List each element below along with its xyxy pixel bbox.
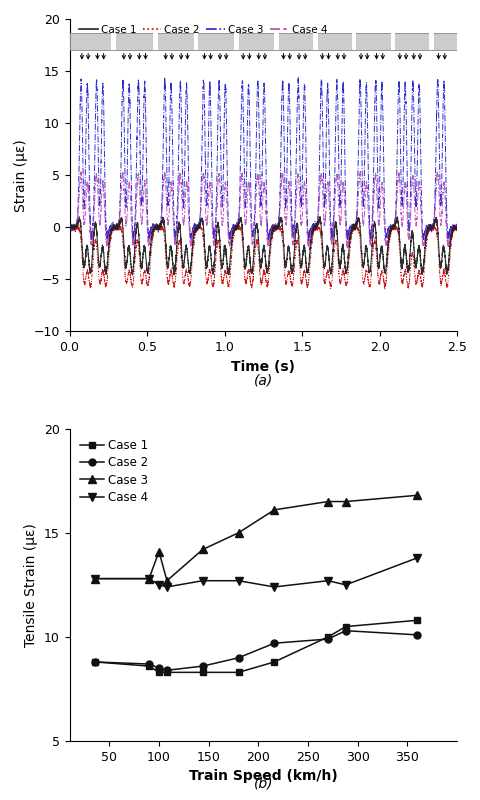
Y-axis label: Strain (με): Strain (με) <box>14 138 28 211</box>
Legend: Case 1, Case 2, Case 3, Case 4: Case 1, Case 2, Case 3, Case 4 <box>74 21 331 39</box>
Bar <box>193 34 198 50</box>
Case 3 <box>271 505 276 514</box>
Legend: Case 1, Case 2, Case 3, Case 4: Case 1, Case 2, Case 3, Case 4 <box>75 434 153 508</box>
Case 3 <box>146 574 152 583</box>
X-axis label: Time (s): Time (s) <box>231 360 295 374</box>
Case 2 <box>146 659 152 669</box>
Bar <box>111 34 116 50</box>
Case 3 <box>342 497 348 506</box>
Case 1 <box>156 667 162 677</box>
Case 4 <box>92 574 98 583</box>
Y-axis label: Tensile Strain (με): Tensile Strain (με) <box>24 523 38 647</box>
Case 4 <box>271 582 276 592</box>
Bar <box>153 34 157 50</box>
Case 3 <box>235 528 241 538</box>
Case 4 <box>414 553 420 562</box>
Case 4 <box>324 576 330 586</box>
Case 1 <box>235 667 241 677</box>
Case 3 <box>92 574 98 583</box>
Case 3 <box>199 545 205 554</box>
Bar <box>312 34 317 50</box>
Text: (b): (b) <box>253 777 273 791</box>
Case 3 <box>164 576 169 586</box>
Case 4 <box>235 576 241 586</box>
Case 2 <box>199 662 205 671</box>
Line: Case 2: Case 2 <box>92 627 420 674</box>
Case 2 <box>271 638 276 648</box>
Bar <box>274 34 278 50</box>
Case 4 <box>342 580 348 590</box>
Case 1 <box>92 657 98 666</box>
Case 1 <box>342 622 348 631</box>
X-axis label: Train Speed (km/h): Train Speed (km/h) <box>189 770 337 783</box>
Text: (a): (a) <box>253 374 273 387</box>
Bar <box>351 34 356 50</box>
Case 2 <box>156 663 162 673</box>
Case 4 <box>156 580 162 590</box>
Case 4 <box>199 576 205 586</box>
Line: Case 4: Case 4 <box>91 554 420 591</box>
Line: Case 3: Case 3 <box>91 491 420 585</box>
Bar <box>70 34 456 50</box>
Case 1 <box>271 657 276 666</box>
Bar <box>428 34 433 50</box>
Case 2 <box>235 653 241 662</box>
Case 1 <box>164 667 169 677</box>
Case 1 <box>199 667 205 677</box>
Case 4 <box>146 574 152 583</box>
Line: Case 1: Case 1 <box>92 617 420 676</box>
Case 1 <box>414 615 420 625</box>
Bar <box>390 34 395 50</box>
Case 2 <box>324 634 330 644</box>
Case 2 <box>342 626 348 635</box>
Case 3 <box>414 490 420 500</box>
Case 2 <box>414 630 420 640</box>
Case 1 <box>146 662 152 671</box>
Case 2 <box>92 657 98 666</box>
Case 2 <box>164 666 169 675</box>
Case 1 <box>324 632 330 642</box>
Case 3 <box>324 497 330 506</box>
Case 3 <box>156 546 162 556</box>
Bar <box>233 34 238 50</box>
Case 4 <box>164 582 169 592</box>
